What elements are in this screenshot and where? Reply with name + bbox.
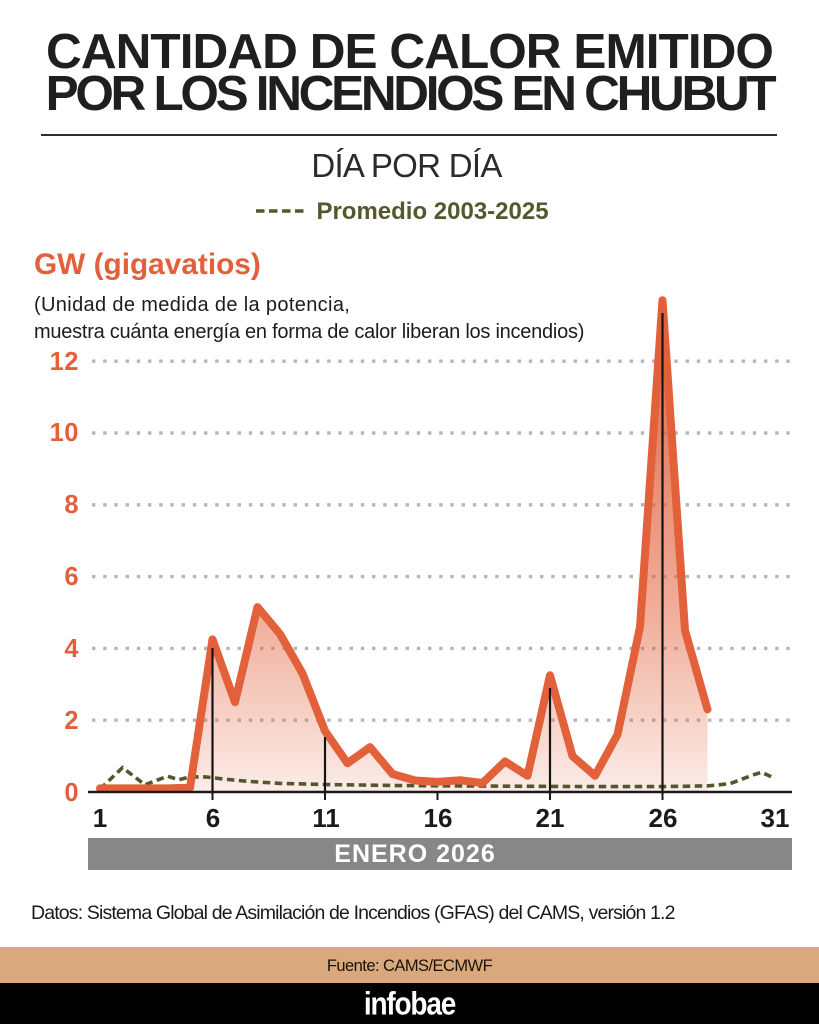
svg-text:10: 10 [50,419,79,447]
svg-text:0: 0 [64,779,79,807]
svg-text:6: 6 [206,803,220,833]
svg-text:2: 2 [64,707,79,735]
svg-text:11: 11 [312,803,340,833]
svg-text:6: 6 [64,563,79,591]
svg-text:16: 16 [424,803,453,833]
svg-text:8: 8 [64,491,79,519]
svg-text:26: 26 [649,803,678,833]
svg-text:12: 12 [50,348,79,376]
svg-text:1: 1 [93,803,107,833]
svg-text:4: 4 [64,635,79,663]
svg-text:31: 31 [761,803,790,833]
svg-text:ENERO 2026: ENERO 2026 [334,840,495,868]
svg-text:21: 21 [536,803,565,833]
